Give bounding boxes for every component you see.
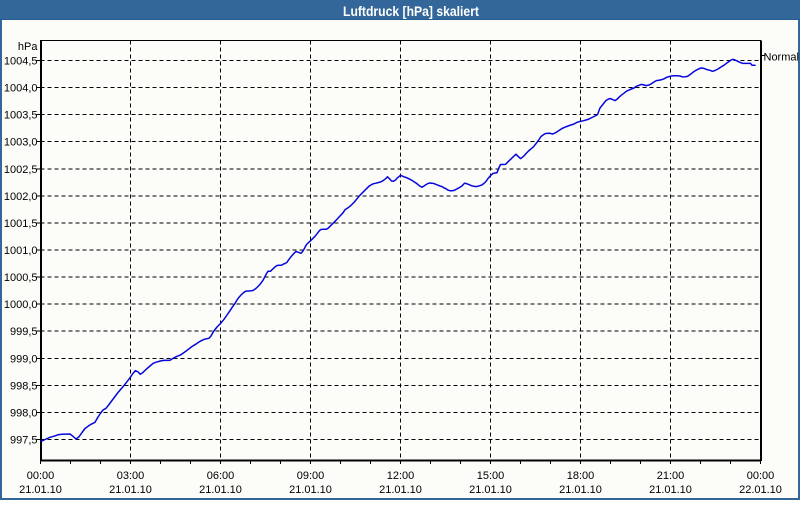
svg-text:21.01.10: 21.01.10 [469,484,512,496]
svg-text:1001,5: 1001,5 [4,218,38,230]
svg-text:21.01.10: 21.01.10 [649,484,692,496]
svg-text:1004,0: 1004,0 [4,83,38,95]
svg-text:21.01.10: 21.01.10 [19,484,62,496]
svg-text:21.01.10: 21.01.10 [199,484,242,496]
svg-text:21:00: 21:00 [657,470,685,482]
svg-text:hPa: hPa [18,41,38,53]
svg-text:21.01.10: 21.01.10 [379,484,422,496]
svg-text:1000,5: 1000,5 [4,272,38,284]
svg-text:21.01.10: 21.01.10 [559,484,602,496]
svg-text:1003,5: 1003,5 [4,110,38,122]
svg-text:998,5: 998,5 [10,380,38,392]
svg-text:998,0: 998,0 [10,407,38,419]
svg-text:997,5: 997,5 [10,434,38,446]
svg-text:06:00: 06:00 [207,470,235,482]
svg-text:1002,0: 1002,0 [4,191,38,203]
svg-text:00:00: 00:00 [747,470,775,482]
svg-text:09:00: 09:00 [297,470,325,482]
svg-text:1000,0: 1000,0 [4,299,38,311]
svg-text:1004,5: 1004,5 [4,56,38,68]
svg-text:21.01.10: 21.01.10 [289,484,332,496]
svg-text:03:00: 03:00 [117,470,145,482]
svg-text:22.01.10: 22.01.10 [739,484,782,496]
svg-text:1003,0: 1003,0 [4,137,38,149]
svg-text:999,5: 999,5 [10,326,38,338]
svg-text:12:00: 12:00 [387,470,415,482]
svg-text:1002,5: 1002,5 [4,164,38,176]
svg-text:21.01.10: 21.01.10 [109,484,152,496]
svg-text:999,0: 999,0 [10,353,38,365]
svg-text:00:00: 00:00 [27,470,55,482]
svg-text:15:00: 15:00 [477,470,505,482]
svg-text:Luftdruck [hPa] skaliert: Luftdruck [hPa] skaliert [343,3,479,19]
svg-text:Normal: Normal [764,52,799,64]
svg-text:18:00: 18:00 [567,470,595,482]
svg-text:1001,0: 1001,0 [4,245,38,257]
